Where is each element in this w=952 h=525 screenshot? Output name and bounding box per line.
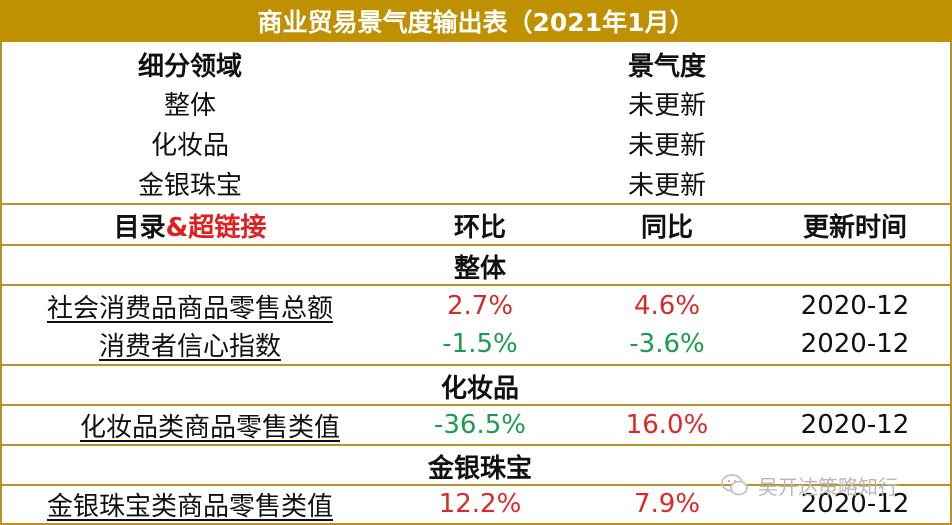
catalog-header-label: 目录 [113, 212, 166, 243]
table-row: 社会消费品商品零售总额 2.7% 4.6% 2020-12 [0, 286, 952, 326]
updated-value: 2020-12 [800, 489, 910, 519]
row-divider [0, 404, 952, 406]
segment-cell: 金银珠宝 [137, 170, 242, 201]
updated-value: 2020-12 [800, 291, 910, 321]
yoy-value: 16.0% [625, 410, 709, 440]
mom-header: 环比 [453, 212, 506, 243]
segment-cell: 整体 [163, 90, 216, 121]
section-heading: 整体 [453, 253, 506, 284]
row-divider [0, 364, 952, 366]
sentiment-cell: 未更新 [627, 170, 706, 201]
row-divider [0, 484, 952, 486]
table-row: 化妆品 未更新 [0, 123, 952, 163]
table-row: 金银珠宝 未更新 [0, 163, 952, 203]
section-heading: 化妆品 [440, 373, 519, 404]
updated-value: 2020-12 [800, 329, 910, 359]
indicator-link[interactable]: 金银珠宝类商品零售类值 [46, 491, 333, 522]
updated-value: 2020-12 [800, 410, 910, 440]
updated-header: 更新时间 [802, 212, 907, 243]
yoy-value: -3.6% [629, 329, 705, 359]
yoy-header: 同比 [640, 212, 693, 243]
table-title: 商业贸易景气度输出表（2021年1月） [0, 0, 952, 42]
mom-value: -1.5% [442, 329, 518, 359]
section-divider [0, 203, 952, 205]
section-heading-row: 金银珠宝 [0, 446, 952, 486]
section-heading: 金银珠宝 [427, 453, 532, 484]
mom-value: 2.7% [446, 291, 514, 321]
section-heading-row: 整体 [0, 246, 952, 286]
indicator-link[interactable]: 化妆品类商品零售类值 [79, 412, 340, 443]
segment-header: 细分领域 [137, 51, 242, 82]
watermark-text: 吴开达策略知行 [758, 474, 898, 499]
row-divider [0, 284, 952, 286]
wechat-icon [721, 474, 748, 496]
yoy-value: 4.6% [633, 291, 701, 321]
yoy-value: 7.9% [633, 489, 701, 519]
table-row: 化妆品类商品零售类值 -36.5% 16.0% 2020-12 [0, 405, 952, 445]
sentiment-header: 景气度 [627, 51, 706, 82]
catalog-header: 目录 &超链接 [40, 205, 340, 245]
table-row: 金银珠宝类商品零售类值 12.2% 7.9% 2020-12 [0, 484, 952, 524]
sentiment-cell: 未更新 [627, 90, 706, 121]
segment-cell: 化妆品 [150, 130, 229, 161]
indicator-link[interactable]: 社会消费品商品零售总额 [46, 293, 333, 324]
top-table-header-row: 细分领域 景气度 [0, 44, 952, 84]
row-divider [0, 244, 952, 246]
section-heading-row: 化妆品 [0, 366, 952, 406]
watermark: 吴开达策略知行 [720, 468, 898, 502]
row-divider [0, 444, 952, 446]
mom-value: -36.5% [434, 410, 526, 440]
detail-table-header-row: 目录 &超链接 环比 同比 更新时间 [0, 205, 952, 245]
table-row: 整体 未更新 [0, 83, 952, 123]
mom-value: 12.2% [438, 489, 522, 519]
indicator-link[interactable]: 消费者信心指数 [98, 331, 281, 362]
hyperlink-header-label: &超链接 [165, 212, 267, 243]
sentiment-cell: 未更新 [627, 130, 706, 161]
table-row: 消费者信心指数 -1.5% -3.6% 2020-12 [0, 324, 952, 364]
